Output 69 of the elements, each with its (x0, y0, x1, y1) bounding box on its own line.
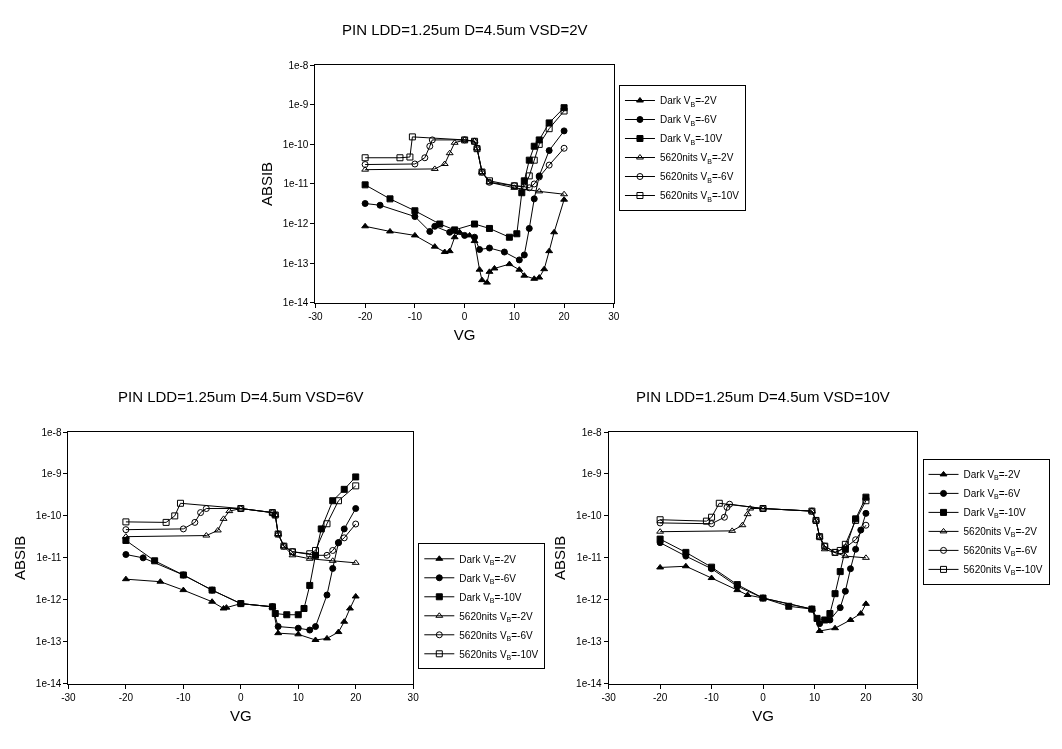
x-tick-label: 30 (608, 310, 620, 322)
legend-label: Dark V$_{B}$=-10V (963, 507, 1027, 520)
x-tick-label: 10 (292, 691, 305, 703)
x-axis-title: VG (752, 706, 774, 724)
x-tick-label: -20 (118, 691, 134, 703)
legend-label: 5620nits V$_{B}$=-6V (459, 629, 533, 642)
y-tick-label: 1e-12 (282, 218, 309, 230)
x-tick-label: 20 (350, 691, 362, 703)
legend-label: 5620nits V$_{B}$=-10V (963, 564, 1043, 577)
y-axis-title: ABSIB (258, 161, 276, 207)
y-tick-label: 1e-9 (288, 99, 309, 111)
legend-label: 5620nits V$_{B}$=-2V (459, 610, 533, 623)
legend-label: Dark V$_{B}$=-10V (659, 133, 723, 146)
x-tick-label: -20 (357, 310, 373, 322)
legend-label: 5620nits V$_{B}$=-6V (963, 545, 1038, 558)
chart-title: PIN LDD=1.25um D=4.5um VSD=6V (118, 388, 364, 405)
x-tick-label: -30 (308, 310, 324, 322)
y-axis-title: ABSIB (11, 535, 29, 580)
y-tick-label: 1e-8 (41, 426, 62, 438)
x-tick-label: -30 (61, 691, 77, 703)
y-tick-label: 1e-11 (36, 552, 62, 564)
x-tick-label: 0 (760, 691, 767, 703)
y-tick-label: 1e-13 (35, 636, 62, 648)
y-tick-label: 1e-9 (581, 468, 603, 480)
y-tick-label: 1e-11 (576, 552, 603, 564)
legend-label: Dark V$_{B}$=-6V (659, 114, 717, 127)
x-tick-label: -30 (601, 691, 617, 703)
x-tick-label: -10 (407, 310, 423, 322)
legend-label: Dark V$_{B}$=-2V (963, 469, 1021, 482)
legend-label: Dark V$_{B}$=-10V (459, 591, 522, 604)
x-tick-label: 30 (407, 691, 420, 703)
legend-label: 5620nits V$_{B}$=-10V (659, 190, 740, 203)
legend-label: Dark V$_{B}$=-6V (963, 488, 1021, 501)
legend-label: 5620nits V$_{B}$=-6V (659, 171, 734, 184)
x-tick-label: 30 (911, 691, 924, 703)
y-tick-label: 1e-12 (576, 594, 603, 606)
x-tick-label: 0 (461, 310, 468, 322)
y-tick-label: 1e-11 (283, 178, 309, 190)
x-tick-label: -20 (652, 691, 668, 703)
chart-title: PIN LDD=1.25um D=4.5um VSD=10V (636, 388, 890, 405)
y-tick-label: 1e-13 (576, 636, 603, 648)
y-tick-label: 1e-9 (41, 468, 62, 480)
y-tick-label: 1e-13 (282, 257, 309, 269)
legend-label: 5620nits V$_{B}$=-2V (659, 152, 734, 165)
y-tick-label: 1e-12 (35, 594, 62, 606)
x-tick-label: 20 (558, 310, 571, 322)
x-tick-label: 10 (808, 691, 821, 703)
x-tick-label: -10 (704, 691, 720, 703)
x-axis-title: VG (229, 706, 252, 724)
legend-label: Dark V$_{B}$=-6V (459, 572, 517, 585)
y-tick-label: 1e-14 (576, 678, 603, 690)
x-tick-label: 10 (508, 310, 521, 322)
y-tick-label: 1e-10 (576, 510, 603, 522)
x-tick-label: 0 (238, 691, 245, 703)
x-tick-label: -10 (176, 691, 192, 703)
legend-label: Dark V$_{B}$=-2V (659, 95, 717, 108)
x-axis-title: VG (453, 325, 476, 343)
y-tick-label: 1e-8 (288, 59, 309, 71)
y-tick-label: 1e-14 (282, 297, 309, 309)
y-tick-label: 1e-10 (282, 138, 309, 150)
chart-title: PIN LDD=1.25um D=4.5um VSD=2V (342, 21, 588, 38)
legend-label: Dark V$_{B}$=-2V (459, 553, 517, 566)
legend-label: 5620nits V$_{B}$=-2V (963, 526, 1038, 539)
y-tick-label: 1e-10 (35, 510, 62, 522)
x-tick-label: 20 (860, 691, 872, 703)
y-tick-label: 1e-14 (35, 678, 62, 690)
legend-label: 5620nits V$_{B}$=-10V (459, 648, 539, 661)
y-tick-label: 1e-8 (581, 426, 603, 438)
y-axis-title: ABSIB (551, 535, 569, 580)
